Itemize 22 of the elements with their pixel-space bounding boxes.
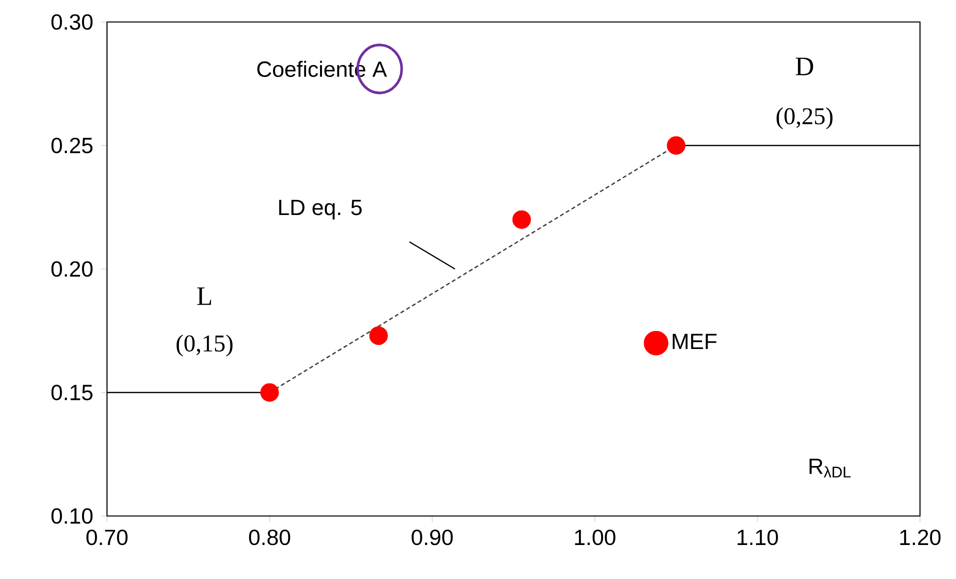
annotation: (0,15) [176,334,233,356]
point [369,326,388,345]
point [512,210,531,229]
x-tick-label: 1.20 [900,530,941,546]
x-axis-title: R$_{λDL}$ [810,458,851,478]
x-tick-label: 1.10 [738,530,778,546]
annotation: L [197,287,212,305]
annotation: D [796,58,814,76]
y-tick-label: 0.30 [51,14,93,30]
x-tick-label: 0.80 [249,530,290,546]
annotation: LD eq. 5 [279,200,362,220]
x-tick-label: 1.00 [575,530,616,546]
x-tick-label: 0.90 [412,530,453,546]
y-tick-label: 0.15 [51,384,92,400]
point [666,136,686,155]
y-tick-label: 0.20 [51,261,93,277]
legend-label: MEF [672,334,717,350]
annotation: (0,25) [776,107,833,130]
x-tick-label: 0.70 [86,530,128,546]
y-tick-label: 0.25 [51,138,92,154]
point [260,383,279,402]
y-tick-label: 0.10 [51,508,93,524]
